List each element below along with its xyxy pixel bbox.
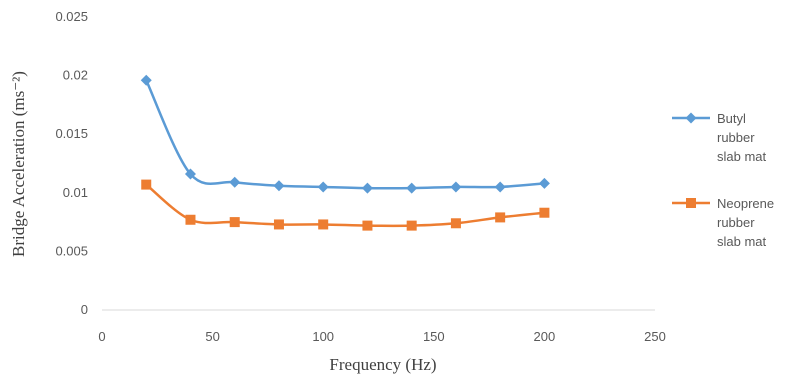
data-point xyxy=(185,214,196,225)
chart-legend: Butyl rubber slab mat Neoprene rubber slab ma… xyxy=(672,111,774,249)
y-axis-title: Bridge Acceleration (ms⁻²) xyxy=(9,71,28,257)
data-point xyxy=(141,179,152,190)
y-tick-label: 0.025 xyxy=(55,9,88,24)
data-point xyxy=(406,182,418,194)
data-point xyxy=(229,176,241,188)
legend-entry-1: Butyl rubber slab mat xyxy=(672,111,767,164)
series-line xyxy=(145,183,545,228)
data-point xyxy=(140,74,152,86)
data-point xyxy=(273,180,285,192)
legend-entry-2: Neoprene rubber slab mat xyxy=(672,196,774,249)
legend-label-line: rubber xyxy=(717,215,755,230)
x-tick-label: 50 xyxy=(205,329,219,344)
legend-label-line: rubber xyxy=(717,130,755,145)
chart-axes: 0 50 100 150 200 250 0 0.005 0.01 0.015 0.02 0.025 xyxy=(55,9,665,344)
data-point xyxy=(318,219,329,230)
y-tick-label: 0.005 xyxy=(55,243,88,258)
data-point xyxy=(361,182,373,194)
data-point xyxy=(494,181,506,193)
data-point xyxy=(317,181,329,193)
x-tick-label: 100 xyxy=(312,329,334,344)
x-axis-title: Frequency (Hz) xyxy=(329,355,436,374)
x-tick-label: 250 xyxy=(644,329,666,344)
data-point xyxy=(229,217,240,228)
data-point xyxy=(450,218,461,229)
legend-label-line: slab mat xyxy=(717,234,767,249)
x-tick-label: 200 xyxy=(534,329,556,344)
data-point xyxy=(538,177,550,189)
legend-marker xyxy=(685,112,697,124)
legend-label-line: Neoprene xyxy=(717,196,774,211)
x-tick-label: 150 xyxy=(423,329,445,344)
series-1 xyxy=(140,74,550,194)
chart-series xyxy=(140,74,550,231)
y-tick-label: 0.015 xyxy=(55,126,88,141)
data-point xyxy=(495,212,506,223)
y-tick-label: 0 xyxy=(81,302,88,317)
legend-label-line: slab mat xyxy=(717,149,767,164)
data-point xyxy=(450,181,462,193)
series-2 xyxy=(141,179,550,231)
data-point xyxy=(539,207,550,218)
x-tick-label: 0 xyxy=(98,329,105,344)
legend-marker xyxy=(686,198,696,208)
data-point xyxy=(273,219,284,230)
legend-label-line: Butyl xyxy=(717,111,746,126)
data-point xyxy=(184,168,196,180)
data-point xyxy=(406,220,417,231)
y-tick-label: 0.01 xyxy=(63,185,88,200)
series-line xyxy=(145,79,545,190)
data-point xyxy=(362,220,373,231)
y-tick-label: 0.02 xyxy=(63,68,88,83)
